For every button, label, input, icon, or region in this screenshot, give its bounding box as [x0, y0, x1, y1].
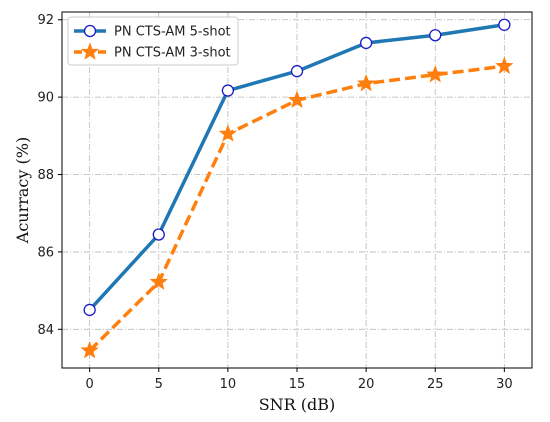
legend: PN CTS-AM 5-shot PN CTS-AM 3-shot: [67, 16, 239, 66]
y-tick-label: 90: [37, 91, 54, 106]
data-point: [80, 340, 99, 359]
data-point: [426, 65, 445, 83]
series-3-shot: [80, 56, 514, 359]
data-point: [287, 90, 307, 109]
data-point: [429, 29, 442, 42]
x-axis-label: SNR (dB): [259, 395, 336, 414]
legend-box: [67, 16, 239, 66]
y-axis-label: Acurracy (%): [13, 137, 32, 244]
data-point: [359, 36, 373, 50]
x-tick-label: 5: [155, 377, 163, 392]
x-tick-label: 10: [220, 377, 237, 392]
legend-label: PN CTS-AM 3-shot: [114, 46, 231, 61]
data-point: [221, 84, 235, 97]
data-point: [149, 272, 168, 290]
x-tick-label: 15: [289, 377, 306, 392]
y-tick-label: 88: [37, 168, 54, 183]
data-point: [152, 228, 165, 241]
y-tick-label: 84: [37, 323, 54, 338]
data-point: [356, 73, 376, 92]
x-tick-label: 20: [358, 377, 375, 392]
ticks: 0 5 10 15 20 25 30 84 86 88 90 92: [37, 13, 512, 392]
data-point: [290, 65, 304, 78]
y-tick-label: 92: [37, 13, 54, 28]
data-point: [218, 124, 238, 142]
y-tick-label: 86: [37, 245, 54, 260]
legend-marker: [80, 42, 100, 60]
x-tick-label: 25: [427, 377, 444, 392]
series-layer: [80, 18, 514, 359]
legend-marker: [83, 24, 97, 38]
legend-label: PN CTS-AM 5-shot: [114, 25, 231, 40]
series-5-shot: [83, 18, 511, 317]
data-point: [495, 56, 514, 74]
x-tick-label: 0: [86, 377, 94, 392]
data-point: [498, 18, 511, 31]
x-tick-label: 30: [496, 377, 513, 392]
data-point: [83, 303, 96, 317]
